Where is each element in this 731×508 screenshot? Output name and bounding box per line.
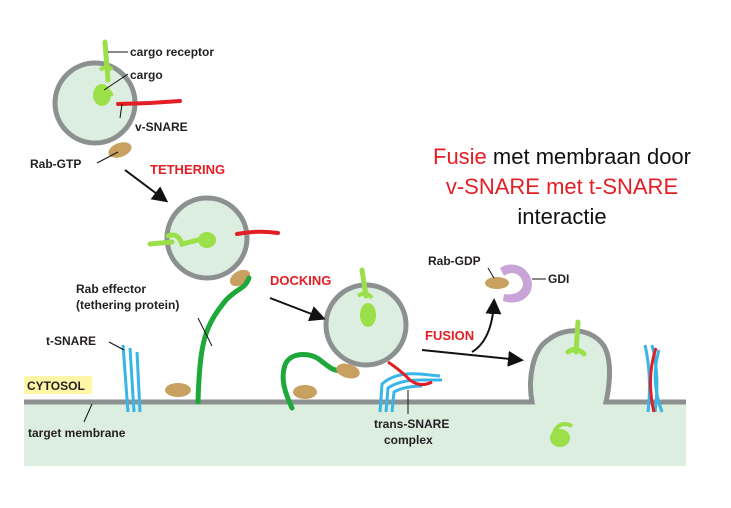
t-snare-free	[121, 344, 142, 413]
trans-snare-complex-graphic	[378, 360, 442, 413]
caption-line-1: Fusie met membraan door	[392, 142, 731, 172]
caption: Fusie met membraan door v-SNARE met t-SN…	[392, 142, 731, 232]
v-snare-1	[116, 99, 182, 106]
tether-protein-1	[195, 275, 252, 405]
cytosol-highlight	[24, 376, 92, 394]
label-gdi: GDI	[548, 272, 569, 286]
cargo-3	[360, 303, 376, 327]
label-rab-gtp: Rab-GTP	[30, 157, 81, 171]
label-cargo-receptor: cargo receptor	[130, 45, 214, 59]
caption-fusie: Fusie	[433, 144, 487, 169]
label-v-snare: v-SNARE	[135, 120, 188, 134]
cargo-receptor-1	[102, 39, 111, 83]
cargo-released	[550, 429, 570, 447]
label-t-snare: t-SNARE	[46, 334, 96, 348]
label-cytosol: CYTOSOL	[27, 379, 85, 393]
step-tethering: TETHERING	[150, 162, 225, 177]
cis-snare-complex	[643, 344, 664, 413]
caption-line-1-rest: met membraan door	[486, 144, 691, 169]
cargo-receptor-2	[147, 232, 201, 247]
vesicle-3	[323, 267, 409, 379]
label-rab-gdp: Rab-GDP	[428, 254, 481, 268]
rab-free-2	[293, 385, 317, 399]
label-trans-snare-complex: complex	[384, 433, 433, 447]
gdi-shape	[500, 264, 532, 303]
vesicle-1	[52, 39, 182, 158]
rab-release-arrow	[471, 298, 502, 353]
label-cargo: cargo	[130, 68, 163, 82]
docking-arrow	[269, 297, 326, 322]
step-docking: DOCKING	[270, 273, 331, 288]
label-rab-effector: Rab effector	[76, 282, 146, 296]
label-tethering-protein: (tethering protein)	[76, 298, 179, 312]
vesicle-2	[147, 195, 280, 287]
label-trans-snare: trans-SNARE	[374, 417, 449, 431]
rab-gdp-shape	[485, 277, 509, 289]
tether-protein-2	[280, 352, 345, 411]
cargo-2	[198, 232, 216, 248]
tethering-arrow	[124, 169, 169, 203]
cargo-receptor-fused	[565, 319, 587, 357]
caption-line-3: interactie	[517, 204, 607, 229]
leader-lines	[83, 51, 546, 423]
step-fusion: FUSION	[425, 328, 474, 343]
rab-gtp-3	[336, 363, 360, 379]
rab-free-1	[165, 383, 191, 397]
caption-line-2: v-SNARE met t-SNARE	[445, 174, 679, 199]
target-compartment	[24, 330, 686, 466]
label-target-membrane: target membrane	[28, 426, 126, 440]
fusion-arrow	[421, 349, 524, 367]
target-membrane-line	[24, 328, 686, 405]
v-snare-2	[235, 229, 280, 236]
